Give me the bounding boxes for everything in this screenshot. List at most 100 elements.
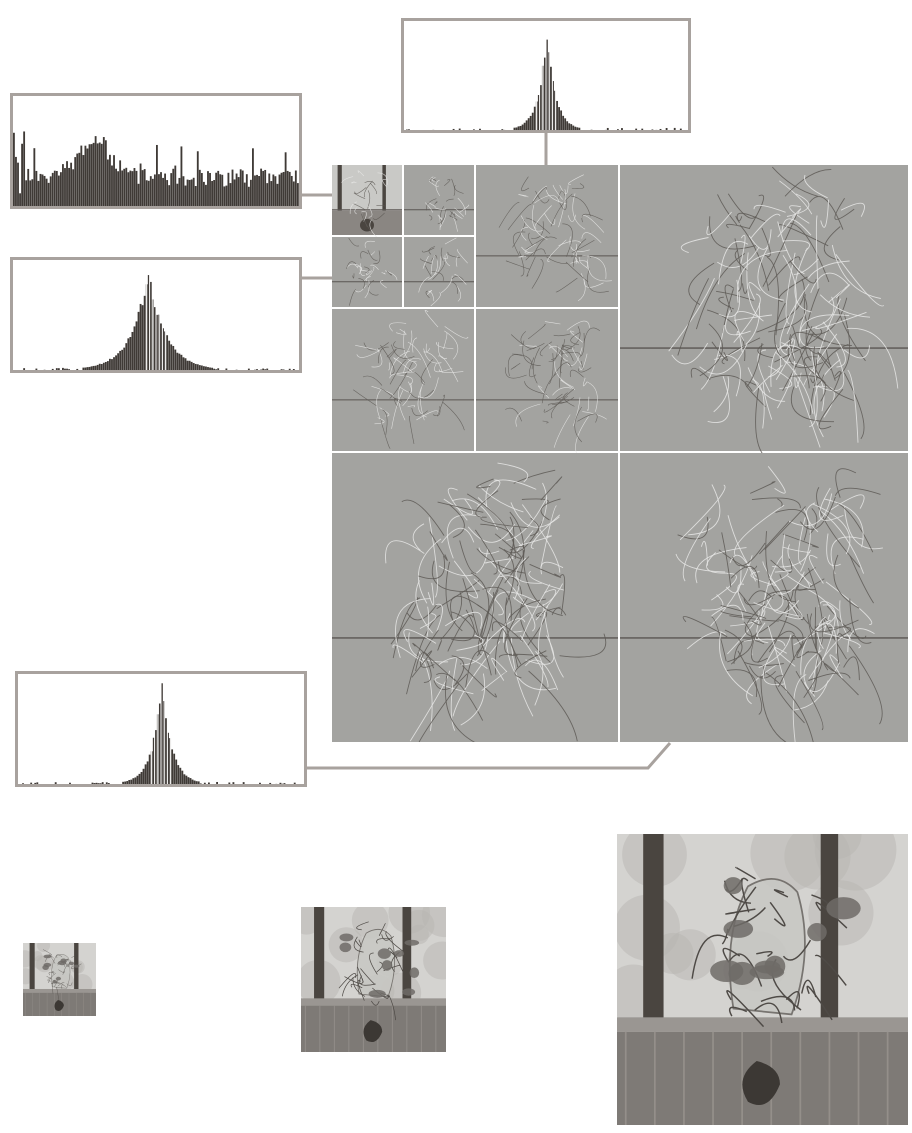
level1-horizontal-panel	[620, 165, 908, 462]
histogram-bar	[102, 362, 105, 370]
histogram-bar	[140, 771, 143, 784]
histogram-bar	[282, 171, 285, 206]
histogram-bar	[138, 773, 141, 784]
histogram-bar	[23, 131, 26, 206]
histogram-bar	[568, 123, 571, 130]
histogram-bar	[104, 140, 107, 206]
histogram-bar	[141, 305, 144, 370]
histogram-bar	[39, 173, 42, 206]
histogram-bar	[578, 127, 581, 130]
histogram-bar	[97, 783, 100, 784]
histogram-bar	[82, 367, 85, 370]
histogram-bar	[160, 323, 162, 370]
histogram-bar	[94, 365, 97, 370]
histogram-bar	[239, 169, 242, 206]
histogram-bar	[527, 118, 530, 130]
histogram-bar	[64, 368, 66, 370]
histogram-bar	[34, 782, 37, 784]
histogram-bar	[189, 778, 192, 784]
histogram-bar	[256, 174, 258, 206]
histogram-bar	[211, 367, 213, 370]
histogram-bar	[55, 368, 58, 370]
level1-vertical-panel	[332, 453, 618, 742]
histogram-bar	[205, 184, 207, 206]
histogram-bar	[172, 168, 175, 206]
level2-vertical-panel	[332, 309, 474, 451]
histogram-bar	[15, 156, 17, 206]
histogram-bar	[458, 128, 461, 130]
histogram-bar	[74, 157, 77, 206]
histogram-bar	[33, 148, 36, 206]
histogram-bar	[152, 737, 155, 784]
histogram-bar	[279, 782, 282, 784]
histogram-bar	[679, 128, 682, 130]
histogram-bar	[408, 129, 410, 130]
histogram-bar	[121, 170, 124, 206]
histogram-bar	[166, 335, 169, 370]
histogram-bar	[109, 358, 111, 370]
histogram-bar	[215, 369, 218, 370]
histogram-bar	[215, 172, 218, 206]
histogram-bar	[66, 368, 68, 370]
histogram-bar	[117, 353, 120, 370]
histogram-bar	[172, 345, 175, 370]
histogram-bar	[27, 168, 30, 206]
histogram-bar	[554, 90, 556, 130]
histogram-bar	[550, 66, 552, 130]
histogram-bar	[185, 775, 188, 784]
histogram-bar	[552, 81, 554, 130]
histogram-bar	[102, 137, 105, 206]
histogram-bar	[66, 161, 68, 206]
histogram-bar	[98, 142, 101, 206]
histogram-bar	[286, 170, 289, 206]
histogram-bar	[125, 343, 128, 370]
histogram-bar	[109, 154, 111, 206]
histogram-bar	[513, 127, 516, 130]
histogram-bar	[233, 179, 236, 206]
histogram-bar	[100, 143, 103, 206]
level3-diagonal-panel	[404, 237, 474, 307]
histogram-bar	[106, 361, 109, 370]
histogram-bar	[184, 358, 187, 370]
histogram-bar	[21, 143, 24, 206]
histogram-bar	[521, 124, 524, 130]
histogram-bar	[641, 128, 644, 130]
histogram-bar	[190, 361, 193, 370]
histogram-bar	[249, 179, 252, 206]
histogram-bar	[62, 367, 64, 370]
histogram-bar	[162, 177, 164, 206]
histogram-bar	[205, 366, 207, 370]
level3-horizontal-panel	[404, 165, 474, 235]
histogram-bar	[80, 145, 83, 206]
histogram-bar	[574, 126, 577, 130]
histogram-bar	[209, 367, 211, 370]
histogram-bar	[519, 125, 522, 130]
histogram-bar	[288, 171, 291, 206]
histogram-bar	[164, 173, 167, 206]
histogram-bar	[169, 738, 172, 784]
histogram-bar	[19, 193, 21, 206]
histogram-bar	[25, 180, 28, 206]
histogram-bar	[123, 168, 126, 206]
histogram-bar	[242, 782, 245, 784]
level1-diagonal-panel	[620, 453, 908, 742]
histogram-bar	[219, 174, 222, 206]
histogram-bar	[606, 127, 609, 130]
histogram-bar	[59, 172, 62, 206]
histogram-bar	[196, 364, 199, 370]
histogram-bar	[221, 174, 224, 206]
histogram-bar	[665, 127, 668, 130]
histogram-bar	[88, 366, 91, 370]
histogram-bar	[269, 782, 272, 784]
histogram-bar	[147, 275, 150, 370]
histogram-bar	[76, 368, 79, 370]
histogram-bar	[173, 753, 176, 784]
histogram-bar	[216, 781, 218, 784]
histogram-bar	[264, 169, 267, 206]
histogram-bar	[53, 170, 56, 206]
histogram-bar	[122, 781, 125, 784]
histogram-bar	[168, 340, 171, 370]
histogram-bar	[36, 782, 39, 784]
histogram-bar	[100, 364, 103, 370]
histogram-bar	[517, 126, 520, 130]
